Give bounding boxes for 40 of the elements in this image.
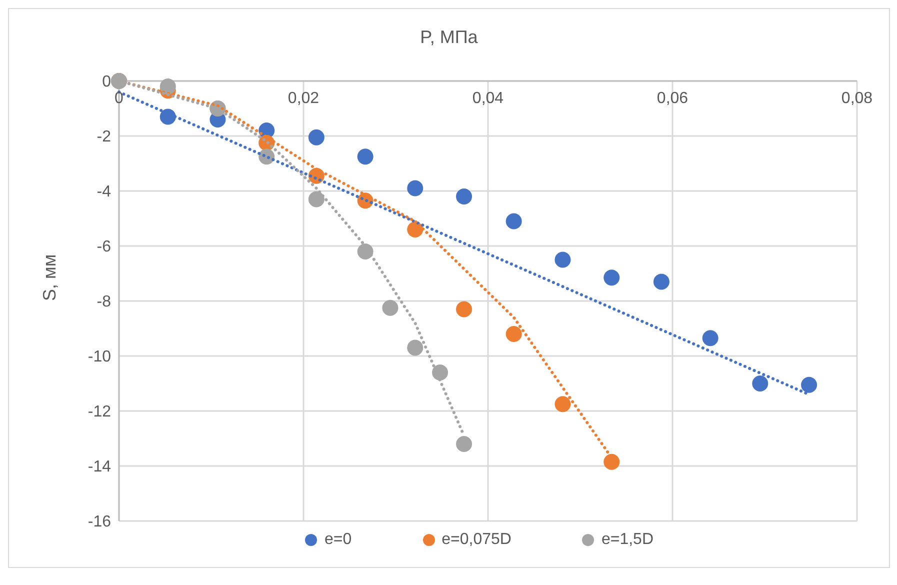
y-tick-label: -6 — [96, 238, 112, 256]
legend-label: e=0,075D — [440, 531, 512, 549]
y-tick-label: -2 — [96, 128, 112, 146]
y-tick-label: -8 — [96, 294, 112, 311]
point — [752, 376, 768, 392]
point — [653, 274, 670, 290]
point — [604, 454, 620, 470]
point — [554, 252, 571, 268]
point — [801, 376, 818, 393]
x-tick-label: 0,06 — [656, 90, 688, 107]
point — [456, 301, 472, 318]
point — [604, 270, 620, 286]
x-tick-label: 0,04 — [472, 90, 504, 107]
y-tick-label: 0 — [102, 74, 112, 91]
y-tick-label: -4 — [96, 184, 112, 201]
point — [160, 78, 176, 94]
point — [308, 129, 324, 146]
point — [506, 326, 522, 342]
y-tick-label: -14 — [88, 458, 112, 476]
chart-title: P, МПа — [419, 27, 479, 49]
point — [432, 364, 448, 380]
point — [554, 396, 571, 412]
point — [702, 330, 718, 346]
point — [357, 148, 374, 165]
y-tick-label: -16 — [88, 514, 112, 531]
y-axis-title: S, мм — [39, 254, 60, 301]
point — [407, 180, 424, 196]
x-tick-label: 0 — [114, 90, 124, 107]
point — [506, 213, 522, 230]
y-tick-label: -12 — [88, 404, 112, 421]
x-tick-label: 0,02 — [288, 90, 320, 107]
point — [456, 188, 472, 204]
y-tick-label: -10 — [88, 348, 112, 366]
legend-label: e=1,5D — [600, 531, 654, 549]
legend-label: e=0 — [323, 531, 352, 549]
point — [308, 191, 324, 208]
point — [456, 436, 472, 452]
x-tick-label: 0,08 — [841, 90, 873, 107]
point — [407, 340, 424, 356]
point — [382, 300, 398, 316]
